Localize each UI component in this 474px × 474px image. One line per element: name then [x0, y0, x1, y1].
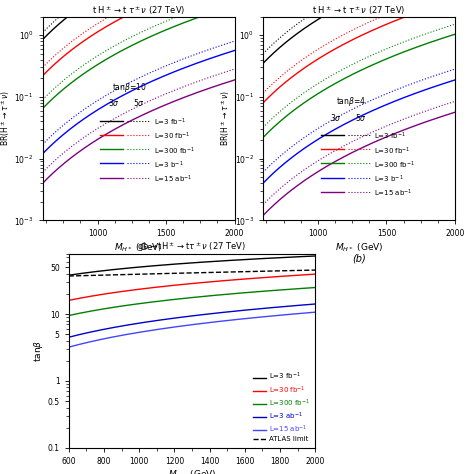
Title: t H$^\pm$$\rightarrow$t $\tau^\pm$$\nu$ (27 TeV): t H$^\pm$$\rightarrow$t $\tau^\pm$$\nu$ …	[92, 4, 185, 17]
Y-axis label: BR(H$^\pm$$\rightarrow$$\tau^\pm$$\nu$): BR(H$^\pm$$\rightarrow$$\tau^\pm$$\nu$)	[219, 91, 232, 146]
Text: L=3 b$^{-1}$: L=3 b$^{-1}$	[154, 160, 184, 171]
Text: L=300 fb$^{-1}$: L=300 fb$^{-1}$	[154, 146, 195, 157]
X-axis label: $M_{H^\pm}$ (GeV): $M_{H^\pm}$ (GeV)	[335, 241, 383, 254]
Text: (a): (a)	[132, 253, 146, 263]
Text: L=30 fb$^{-1}$: L=30 fb$^{-1}$	[154, 131, 191, 142]
Title: t H$^\pm$$\rightarrow$t $\tau^\pm$$\nu$ (27 TeV): t H$^\pm$$\rightarrow$t $\tau^\pm$$\nu$ …	[312, 4, 406, 17]
Text: L=15 ab$^{-1}$: L=15 ab$^{-1}$	[374, 188, 413, 200]
Text: 3$\sigma$: 3$\sigma$	[330, 111, 342, 123]
Text: 5$\sigma$: 5$\sigma$	[133, 97, 145, 108]
Y-axis label: BR(H$^\pm$$\rightarrow$$\tau^\pm$$\nu$): BR(H$^\pm$$\rightarrow$$\tau^\pm$$\nu$)	[0, 91, 11, 146]
Y-axis label: tan$\beta$: tan$\beta$	[32, 340, 45, 362]
Text: L=15 ab$^{-1}$: L=15 ab$^{-1}$	[154, 174, 192, 185]
Text: L=30 fb$^{-1}$: L=30 fb$^{-1}$	[374, 146, 411, 157]
Text: 5$\sigma$: 5$\sigma$	[355, 111, 367, 123]
Text: L=3 b$^{-1}$: L=3 b$^{-1}$	[374, 174, 404, 185]
Text: (b): (b)	[352, 253, 366, 263]
Text: L=300 fb$^{-1}$: L=300 fb$^{-1}$	[374, 160, 416, 171]
Text: tan$\beta$=4: tan$\beta$=4	[336, 95, 366, 108]
Text: tan$\beta$=10: tan$\beta$=10	[112, 81, 147, 94]
X-axis label: $M_{H^\pm}$ (GeV): $M_{H^\pm}$ (GeV)	[114, 241, 163, 254]
X-axis label: $M_{H^\pm}$ (GeV): $M_{H^\pm}$ (GeV)	[168, 469, 216, 474]
Text: L=3 fb$^{-1}$: L=3 fb$^{-1}$	[374, 131, 407, 142]
Title: gb$\rightarrow$tH$^\pm$$\rightarrow$t$\tau^\pm$$\nu$ (27 TeV): gb$\rightarrow$tH$^\pm$$\rightarrow$t$\t…	[137, 240, 246, 254]
Legend: L=3 fb$^{-1}$, L=30 fb$^{-1}$, L=300 fb$^{-1}$, L=3 ab$^{-1}$, L=15 ab$^{-1}$, A: L=3 fb$^{-1}$, L=30 fb$^{-1}$, L=300 fb$…	[251, 369, 312, 445]
Text: 3$\sigma$: 3$\sigma$	[108, 97, 120, 108]
Text: L=3 fb$^{-1}$: L=3 fb$^{-1}$	[154, 117, 186, 128]
